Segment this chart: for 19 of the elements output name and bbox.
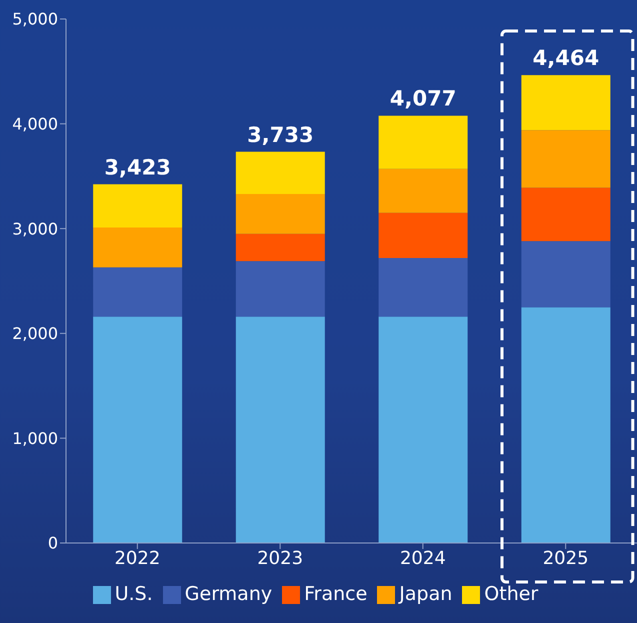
legend-label: France	[304, 583, 368, 605]
total-label: 4,464	[532, 46, 600, 70]
y-tick-label: 1,000	[12, 428, 58, 448]
y-tick-label: 2,000	[12, 324, 58, 344]
legend-label: U.S.	[114, 583, 153, 605]
x-tick-label: 2022	[114, 548, 160, 569]
legend-label: Japan	[399, 583, 452, 605]
legend-label: Germany	[184, 583, 272, 605]
total-label: 4,077	[390, 86, 456, 111]
y-tick-label: 0	[48, 534, 58, 553]
x-tick-label: 2025	[542, 548, 589, 569]
legend-label: Other	[484, 583, 538, 605]
y-tick-label: 5,000	[12, 10, 58, 29]
y-tick-label: 4,000	[12, 114, 58, 134]
total-label: 3,733	[247, 122, 314, 147]
total-label: 3,423	[104, 155, 171, 180]
x-tick-label: 2024	[400, 548, 446, 569]
y-tick-label: 3,000	[12, 219, 58, 238]
x-tick-label: 2023	[257, 548, 304, 569]
